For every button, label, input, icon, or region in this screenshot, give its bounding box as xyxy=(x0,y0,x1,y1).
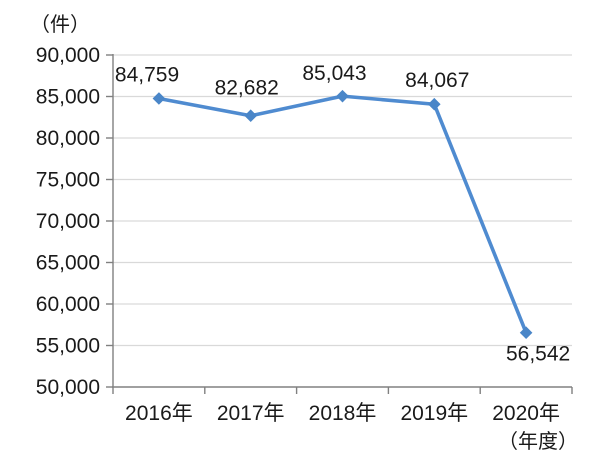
x-tick-label: 2019年 xyxy=(400,402,468,425)
x-tick-label: 2018年 xyxy=(309,402,377,425)
data-point-marker xyxy=(152,92,166,105)
y-tick-label: 80,000 xyxy=(36,127,100,150)
x-axis-unit-label: （年度） xyxy=(498,431,578,451)
y-tick-label: 85,000 xyxy=(36,86,100,109)
data-label: 84,067 xyxy=(405,69,469,92)
data-label: 85,043 xyxy=(302,62,366,85)
x-tick-label: 2020年 xyxy=(492,402,560,425)
y-tick-label: 70,000 xyxy=(36,210,100,233)
data-point-marker xyxy=(427,97,441,111)
data-label: 82,682 xyxy=(215,77,279,100)
series-line xyxy=(157,94,528,335)
x-tick-label: 2017年 xyxy=(217,402,285,425)
y-tick-label: 60,000 xyxy=(36,293,100,316)
data-point-marker xyxy=(244,109,258,123)
y-axis-unit-label: （件） xyxy=(30,14,90,36)
y-tick-label: 65,000 xyxy=(36,252,100,275)
data-label: 56,542 xyxy=(506,343,570,366)
y-tick-label: 75,000 xyxy=(36,169,100,192)
data-label: 84,759 xyxy=(115,64,179,87)
data-point-marker xyxy=(336,89,349,103)
x-tick-label: 2016年 xyxy=(125,402,193,425)
data-point-marker xyxy=(519,326,533,340)
y-tick-label: 90,000 xyxy=(36,44,100,67)
y-tick-label: 55,000 xyxy=(36,335,100,358)
y-tick-label: 50,000 xyxy=(36,376,100,399)
